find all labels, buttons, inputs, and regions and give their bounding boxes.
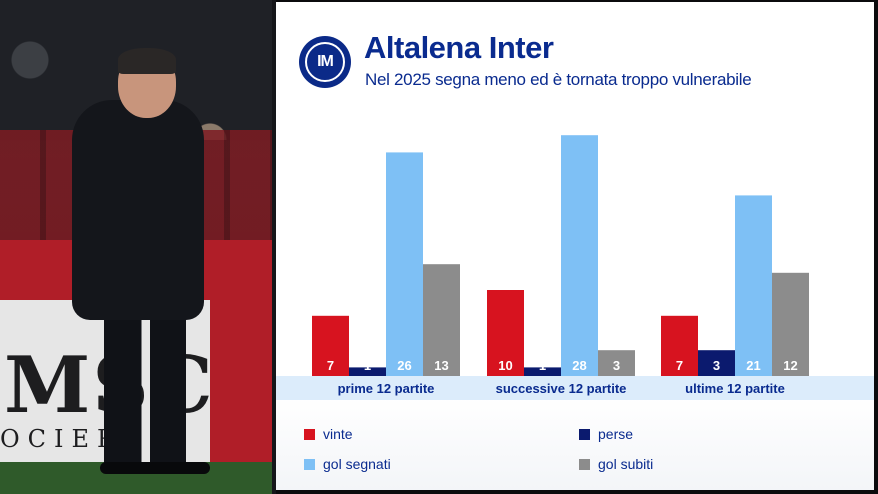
bar-chart: 7 1 26 13 10 1 28 3 7 3 21 12 — [312, 135, 809, 376]
legend-label-perse: perse — [598, 426, 634, 442]
category-band — [276, 376, 874, 400]
inter-logo-icon: IM — [299, 36, 351, 88]
category-label-3: ultime 12 partite — [685, 381, 785, 396]
legend-swatch-gol-subiti — [579, 458, 590, 470]
panel-divider — [272, 0, 276, 494]
category-label-1: prime 12 partite — [337, 381, 435, 396]
bar-perse-1 — [349, 367, 386, 376]
legend-swatch-perse — [579, 428, 590, 440]
bar-gol-segnati-1 — [386, 152, 423, 376]
legend-item-perse: perse — [579, 426, 633, 442]
legend-swatch-vinte — [304, 428, 315, 440]
legend-label-gol-segnati: gol segnati — [323, 456, 391, 472]
bar-gol-segnati-2 — [561, 135, 598, 376]
legend-label-gol-subiti: gol subiti — [598, 456, 654, 472]
bar-gol-subiti-3 — [772, 272, 809, 376]
bar-gol-segnati-3 — [735, 195, 772, 376]
chart-title: Altalena Inter — [364, 30, 554, 65]
data-label-gol-subiti-2: 3 — [613, 358, 620, 373]
coach-photo: MSC OCIER — [0, 0, 272, 494]
legend-item-gol-subiti: gol subiti — [579, 456, 653, 472]
legend-item-gol-segnati: gol segnati — [304, 456, 391, 472]
data-label-vinte-2: 10 — [498, 358, 512, 373]
data-label-perse-1: 1 — [364, 358, 371, 373]
chart-panel: IM Altalena Inter Nel 2025 segna meno ed… — [276, 2, 874, 490]
bar-perse-3 — [698, 350, 735, 376]
data-label-gol-subiti-3: 12 — [783, 358, 797, 373]
bar-gol-subiti-2 — [598, 350, 635, 376]
data-label-gol-segnati-1: 26 — [397, 358, 411, 373]
data-label-gol-subiti-1: 13 — [434, 358, 448, 373]
data-label-perse-2: 1 — [539, 358, 546, 373]
coach-shoes — [100, 462, 210, 474]
legend-background — [276, 397, 874, 490]
bar-gol-subiti-1 — [423, 264, 460, 376]
data-label-gol-segnati-2: 28 — [572, 358, 586, 373]
bar-vinte-1 — [312, 315, 349, 376]
bar-perse-2 — [524, 367, 561, 376]
category-label-2: successive 12 partite — [495, 381, 627, 396]
coach-hair — [118, 48, 176, 74]
coach-jacket — [72, 100, 204, 320]
data-label-vinte-3: 7 — [676, 358, 683, 373]
legend-label-vinte: vinte — [323, 426, 353, 442]
bar-vinte-3 — [661, 315, 698, 376]
data-label-perse-3: 3 — [713, 358, 720, 373]
coach-legs — [104, 310, 186, 472]
board-logo-subtext: OCIER — [0, 425, 124, 453]
legend-swatch-gol-segnati — [304, 458, 315, 470]
data-label-vinte-1: 7 — [327, 358, 334, 373]
data-label-gol-segnati-3: 21 — [746, 358, 760, 373]
bar-vinte-2 — [487, 290, 524, 376]
legend-item-vinte: vinte — [304, 426, 353, 442]
chart-subtitle: Nel 2025 segna meno ed è tornata troppo … — [365, 70, 752, 89]
